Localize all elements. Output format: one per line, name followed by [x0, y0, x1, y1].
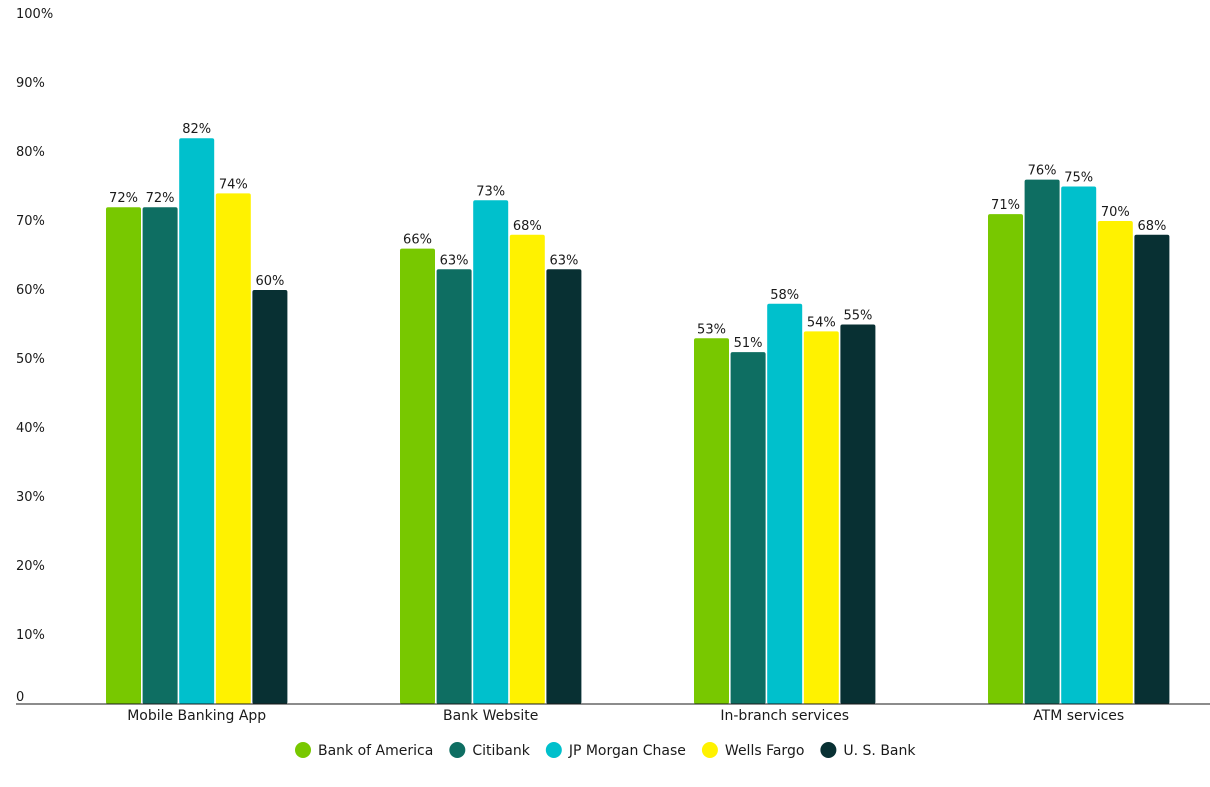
bar-value-label: 68% [513, 219, 542, 234]
bar-value-label: 72% [146, 191, 175, 206]
y-tick-label: 0 [16, 690, 24, 705]
bar-value-label: 63% [549, 253, 578, 268]
y-tick-label: 100% [16, 7, 53, 22]
y-tick-label: 70% [16, 214, 45, 229]
y-tick-label: 20% [16, 559, 45, 574]
legend-swatch [820, 742, 837, 758]
bar-value-label: 70% [1101, 205, 1130, 220]
x-category-label: ATM services [1033, 708, 1124, 724]
bar-wells-fargo-3 [1097, 221, 1133, 704]
bar-jp-morgan-chase-2 [767, 303, 803, 704]
bar-jp-morgan-chase-3 [1061, 186, 1097, 704]
bar-wells-fargo-2 [803, 331, 839, 704]
bar-u-s-bank-0 [252, 290, 288, 704]
x-category-label: In-branch services [720, 708, 849, 724]
bar-value-label: 53% [697, 322, 726, 337]
x-category-label: Bank Website [443, 708, 538, 724]
bar-value-label: 60% [255, 274, 284, 289]
bar-value-label: 75% [1064, 171, 1093, 186]
legend-item: U. S. Bank [820, 742, 916, 759]
bar-value-label: 76% [1028, 164, 1057, 179]
bar-bank-of-america-3 [988, 214, 1023, 704]
category-labels: Mobile Banking App Bank Website In-branch … [127, 708, 1124, 724]
bar-bank-of-america-0 [106, 207, 141, 704]
legend-item: JP Morgan Chase [545, 742, 686, 759]
legend-label: JP Morgan Chase [568, 743, 686, 759]
bar-u-s-bank-2 [840, 324, 876, 704]
y-tick-label: 40% [16, 421, 45, 436]
bar-citibank-2 [730, 352, 766, 704]
bar-u-s-bank-1 [546, 269, 582, 704]
bars [106, 138, 1170, 705]
y-tick-label: 90% [16, 76, 45, 91]
bar-bank-of-america-1 [400, 248, 435, 704]
bar-value-label: 55% [843, 309, 872, 324]
bar-citibank-3 [1024, 179, 1060, 705]
bar-value-label: 72% [109, 191, 138, 206]
bar-bank-of-america-2 [694, 338, 729, 704]
bar-citibank-0 [142, 207, 178, 704]
bar-value-label: 58% [770, 288, 799, 303]
bar-jp-morgan-chase-1 [473, 200, 509, 705]
data-labels: 72% 72% 82% 74% 60% 66% 63% 73% 68% 63% 53% 51% 58% 5… [109, 122, 1166, 351]
bar-jp-morgan-chase-0 [179, 138, 215, 704]
bar-value-label: 54% [807, 315, 836, 330]
bar-wells-fargo-0 [215, 193, 251, 704]
legend-swatch [701, 742, 718, 758]
bar-u-s-bank-3 [1134, 234, 1170, 705]
y-tick-label: 50% [16, 352, 45, 367]
y-tick-label: 10% [16, 628, 45, 643]
legend-swatch [449, 742, 466, 758]
y-tick-label: 80% [16, 145, 45, 160]
legend-label: Wells Fargo [725, 743, 804, 759]
bar-wells-fargo-1 [509, 234, 545, 705]
y-tick-label: 30% [16, 490, 45, 505]
bar-value-label: 51% [734, 336, 763, 351]
bar-value-label: 63% [440, 253, 469, 268]
bar-value-label: 71% [991, 198, 1020, 213]
bar-value-label: 82% [182, 122, 211, 137]
x-category-label: Mobile Banking App [127, 708, 266, 724]
bar-value-label: 66% [403, 233, 432, 248]
legend-swatch [545, 742, 562, 758]
bar-value-label: 73% [476, 184, 505, 199]
bar-value-label: 68% [1137, 219, 1166, 234]
legend-item: Bank of America [295, 742, 433, 759]
y-axis-ticks: 0 10% 20% 30% 40% 50% 60% 70% 80% 90% 100% [16, 7, 53, 705]
legend-label: Citibank [472, 743, 530, 759]
legend: Bank of America Citibank JP Morgan Chase We… [295, 742, 916, 759]
legend-swatch [295, 742, 311, 758]
bar-value-label: 74% [219, 177, 248, 192]
legend-label: Bank of America [318, 743, 433, 759]
y-tick-label: 60% [16, 283, 45, 298]
bar-citibank-1 [436, 269, 472, 704]
legend-item: Wells Fargo [701, 742, 804, 759]
legend-label: U. S. Bank [843, 743, 916, 759]
legend-item: Citibank [449, 742, 531, 759]
